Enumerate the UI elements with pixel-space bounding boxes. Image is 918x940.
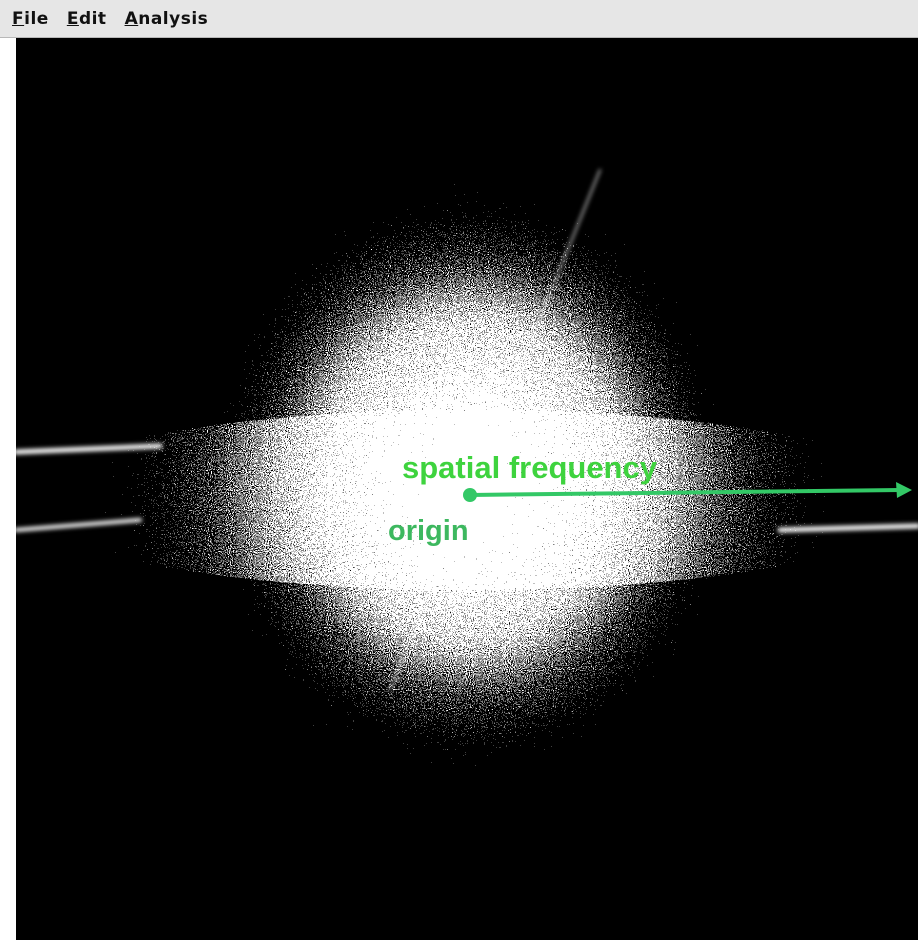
origin-dot <box>463 488 477 502</box>
arrow-label: spatial frequency <box>402 450 658 485</box>
menu-edit[interactable]: Edit <box>67 9 107 29</box>
menu-bar: File Edit Analysis <box>0 0 918 38</box>
fft-image: spatial frequency origin <box>16 38 918 940</box>
menu-file[interactable]: File <box>12 9 49 29</box>
origin-label: origin <box>388 515 469 547</box>
menu-analysis[interactable]: Analysis <box>125 9 209 29</box>
page: FileEditAnalysis spatial <box>0 0 918 940</box>
